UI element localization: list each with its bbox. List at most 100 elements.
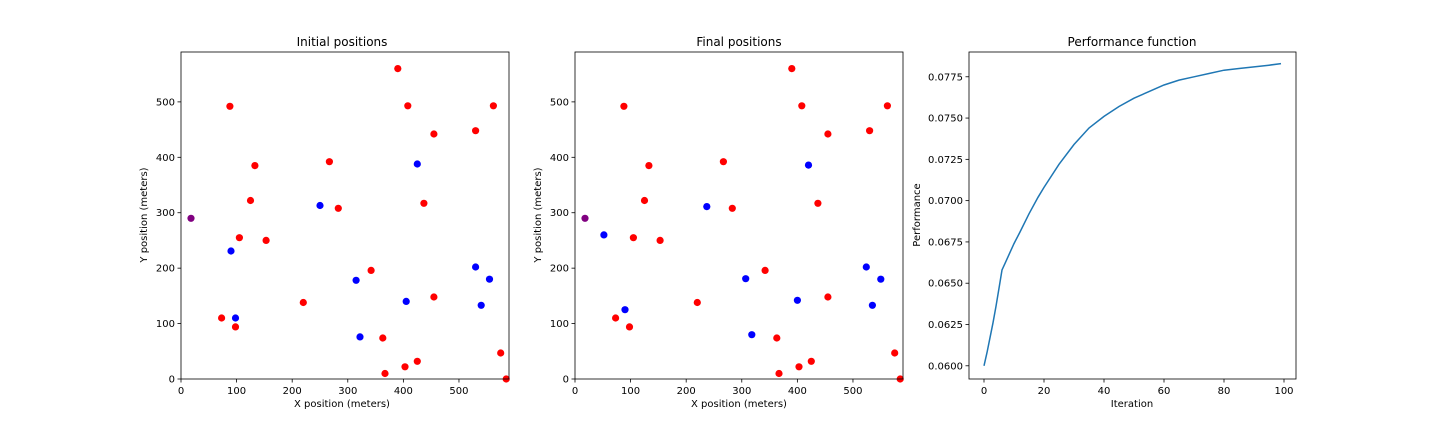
initial-positions-title: Initial positions xyxy=(297,35,388,49)
final-positions-point xyxy=(866,127,874,135)
initial-positions-point xyxy=(413,357,421,365)
final-positions-y-tick-label: 0 xyxy=(563,375,569,386)
initial-positions-point xyxy=(472,127,480,135)
initial-positions-x-tick-label: 0 xyxy=(178,386,184,397)
final-positions-point xyxy=(748,331,756,339)
initial-positions-point xyxy=(413,160,421,168)
initial-positions-y-tick-label: 400 xyxy=(156,153,175,164)
final-positions-x-tick-label: 100 xyxy=(621,386,640,397)
final-positions-point xyxy=(773,334,781,342)
performance-ylabel: Performance xyxy=(912,183,923,246)
final-positions-point xyxy=(775,369,783,378)
initial-positions-point xyxy=(316,201,324,210)
initial-positions-point xyxy=(262,236,270,244)
final-positions-point xyxy=(620,102,628,110)
final-positions-xlabel: X position (meters) xyxy=(691,399,787,410)
final-positions-point xyxy=(883,102,892,110)
performance-y-tick-label: 0.0775 xyxy=(928,72,963,83)
initial-positions-point xyxy=(420,199,428,207)
final-positions-point xyxy=(719,158,728,166)
final-positions-point xyxy=(581,214,589,222)
initial-positions-point xyxy=(227,247,235,255)
performance-x-tick-label: 60 xyxy=(1158,386,1171,397)
final-positions-x-tick-label: 300 xyxy=(732,386,751,397)
final-positions-point xyxy=(645,162,653,170)
initial-positions-point xyxy=(477,301,485,309)
initial-positions-point xyxy=(430,293,438,301)
initial-positions-ylabel: Y position (meters) xyxy=(139,167,150,263)
initial-positions-point xyxy=(402,297,410,305)
performance-x-tick-label: 20 xyxy=(1038,386,1051,397)
initial-positions-point xyxy=(235,234,243,242)
performance-plot-area: 0 20 40 60 80 100 0.0600 0.0625 0.0650 0.0675 0.07… xyxy=(928,51,1297,397)
final-positions-point xyxy=(824,293,832,301)
initial-positions-x-tick-label: 100 xyxy=(227,386,246,397)
initial-positions-point xyxy=(187,214,195,222)
initial-positions-point xyxy=(246,196,255,205)
final-positions-x-tick-label: 500 xyxy=(843,386,862,397)
performance-y-tick-label: 0.0750 xyxy=(928,114,963,125)
performance-x-tick-label: 80 xyxy=(1218,386,1231,397)
final-positions-y-tick-label: 300 xyxy=(550,208,569,219)
initial-positions-point xyxy=(356,333,364,341)
final-positions-x-tick-label: 0 xyxy=(572,386,578,397)
final-positions-x-tick-label: 200 xyxy=(677,386,696,397)
initial-positions-y-tick-label: 500 xyxy=(156,97,175,108)
initial-positions-point xyxy=(352,276,360,284)
performance-xlabel: Iteration xyxy=(1111,399,1153,410)
performance-y-tick-label: 0.0725 xyxy=(928,155,963,166)
final-positions-point xyxy=(804,161,813,169)
final-positions-point xyxy=(629,234,638,242)
final-positions-title: Final positions xyxy=(696,35,781,49)
final-positions-point xyxy=(824,130,832,138)
performance-x-tick-label: 0 xyxy=(981,386,987,397)
initial-positions-x-tick-label: 300 xyxy=(338,386,357,397)
performance-title: Performance function xyxy=(1068,35,1197,49)
final-positions-point xyxy=(862,263,870,271)
final-positions-point xyxy=(795,363,803,371)
initial-positions-y-tick-label: 200 xyxy=(156,264,175,275)
initial-positions-point xyxy=(218,314,226,322)
final-positions-point xyxy=(600,231,608,239)
initial-positions-point xyxy=(367,266,375,274)
final-positions-point xyxy=(807,357,815,365)
final-positions-point xyxy=(728,204,736,212)
performance-x-tick-label: 100 xyxy=(1274,386,1293,397)
initial-positions-point xyxy=(231,314,240,322)
final-positions-point xyxy=(703,203,711,211)
performance-panel: Performance function Iteration Performan… xyxy=(912,35,1297,410)
final-positions-point xyxy=(656,236,664,244)
initial-positions-point xyxy=(325,158,333,166)
final-positions-x-tick-label: 400 xyxy=(788,386,807,397)
initial-positions-point xyxy=(231,323,240,331)
performance-y-tick-label: 0.0700 xyxy=(928,196,963,207)
final-positions-point xyxy=(742,275,750,283)
initial-positions-y-tick-label: 300 xyxy=(156,208,175,219)
initial-positions-point xyxy=(472,263,480,271)
final-positions-y-tick-label: 400 xyxy=(550,153,569,164)
initial-positions-y-tick-label: 100 xyxy=(156,319,175,330)
initial-positions-point xyxy=(334,204,342,212)
initial-positions-y-tick-label: 0 xyxy=(169,375,175,386)
initial-positions-axes-frame xyxy=(180,51,510,380)
final-positions-panel: Final positions X position (meters) Y po… xyxy=(533,35,904,410)
performance-y-tick-label: 0.0600 xyxy=(928,361,963,372)
final-positions-point xyxy=(793,296,802,304)
initial-positions-point xyxy=(401,363,409,371)
final-positions-point xyxy=(625,323,634,331)
final-positions-y-tick-label: 500 xyxy=(550,97,569,108)
final-positions-plot-area: 0 100 200 300 400 500 0 100 200 300 400 500 xyxy=(550,51,904,397)
final-positions-point xyxy=(798,102,806,110)
final-positions-point xyxy=(761,266,769,274)
final-positions-y-tick-label: 100 xyxy=(550,319,569,330)
performance-line xyxy=(983,62,1282,366)
final-positions-axes-frame xyxy=(574,51,904,380)
initial-positions-x-tick-label: 400 xyxy=(394,386,413,397)
performance-y-tick-label: 0.0650 xyxy=(928,279,963,290)
initial-positions-x-tick-label: 200 xyxy=(283,386,302,397)
final-positions-point xyxy=(693,298,701,307)
final-positions-point xyxy=(612,314,620,322)
initial-positions-point xyxy=(251,162,259,170)
final-positions-point xyxy=(877,275,885,283)
